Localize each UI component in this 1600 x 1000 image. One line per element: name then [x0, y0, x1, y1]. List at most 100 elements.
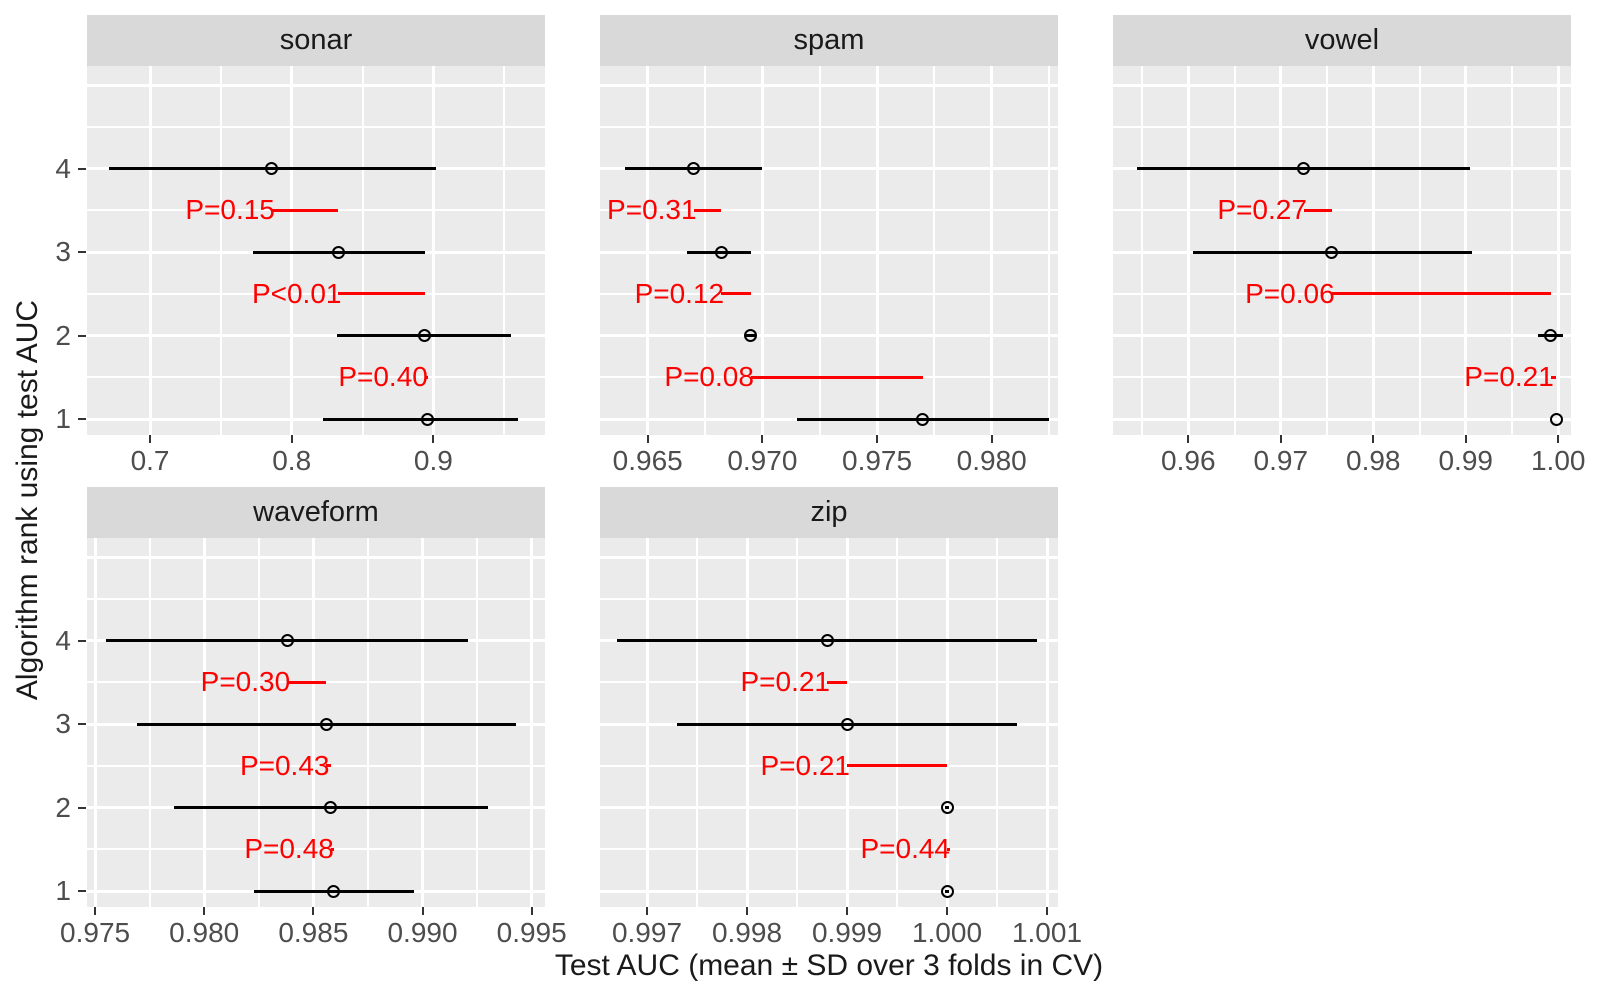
gridline-major	[600, 250, 1058, 254]
x-tick-label: 0.980	[956, 445, 1027, 476]
mean-point-rank3	[331, 245, 345, 259]
pvalue-label: P=0.21	[1464, 361, 1554, 393]
x-tick	[646, 907, 648, 915]
gridline-minor	[148, 538, 151, 907]
mean-point-rank1	[326, 884, 340, 898]
x-tick	[149, 435, 152, 443]
x-axis-title: Test AUC (mean ± SD over 3 folds in CV)	[554, 949, 1104, 982]
gridline-minor	[503, 66, 506, 435]
gridline-major	[875, 66, 879, 435]
gridline-minor	[87, 125, 545, 128]
gridline-minor	[704, 66, 707, 435]
mean-point-rank2	[744, 329, 758, 343]
pvalue-label: P=0.40	[338, 361, 428, 393]
x-tick	[846, 907, 848, 915]
mean-point-rank4	[687, 162, 701, 176]
gridline-minor	[796, 538, 798, 907]
x-tick-label: 0.98	[1346, 445, 1401, 476]
pvalue-label: P=0.06	[1245, 277, 1335, 309]
mean-point-rank3	[1325, 245, 1339, 259]
gridline-minor	[1510, 66, 1513, 435]
x-tick-label: 0.995	[496, 917, 567, 948]
x-tick-label: 0.997	[611, 917, 683, 948]
gridline-major	[93, 538, 97, 907]
gridline-minor	[600, 292, 1058, 295]
x-tick-label: 0.7	[130, 445, 170, 476]
mean-point-rank4	[265, 162, 279, 176]
y-tick-label: 1	[55, 875, 71, 907]
x-tick	[646, 435, 649, 443]
gridline-minor	[1113, 376, 1571, 379]
pvalue-label: P=0.31	[607, 194, 697, 226]
gridline-major	[1113, 417, 1571, 421]
mean-point-rank1	[1549, 412, 1563, 426]
y-tick-label: 1	[55, 403, 71, 435]
pvalue-label: P=0.21	[740, 666, 830, 698]
gridline-major	[290, 66, 294, 435]
y-tick	[78, 251, 86, 254]
gridline-major	[202, 538, 206, 907]
y-tick	[78, 334, 86, 337]
gridline-minor	[87, 848, 545, 851]
gridline-major	[87, 417, 545, 421]
mean-point-rank4	[280, 634, 294, 648]
gridline-minor	[696, 538, 698, 907]
y-tick-label: 4	[55, 152, 71, 184]
gridline-major	[600, 806, 1058, 810]
facet-title: vowel	[1304, 24, 1380, 56]
x-tick	[990, 435, 993, 443]
facet-title: waveform	[253, 496, 379, 528]
pvalue-label: P<0.01	[251, 277, 342, 309]
gridline-major	[600, 83, 1058, 87]
mean-point-rank2	[940, 801, 954, 815]
gridline-minor	[896, 538, 898, 907]
gridline-major	[1371, 66, 1375, 435]
x-tick-label: 1.001	[1011, 917, 1083, 948]
pvalue-label: P=0.15	[185, 194, 275, 226]
pvalue-segment	[326, 764, 331, 768]
gridline-major	[1279, 66, 1283, 435]
mean-point-rank3	[319, 717, 333, 731]
gridline-major	[600, 889, 1058, 893]
x-tick-label: 0.965	[612, 445, 683, 476]
gridline-major	[600, 167, 1058, 171]
mean-point-rank2	[418, 329, 432, 343]
y-tick	[78, 639, 86, 642]
gridline-minor	[1113, 209, 1571, 212]
gridline-minor	[87, 764, 545, 767]
gridline-major	[148, 66, 152, 435]
gridline-major	[600, 334, 1058, 338]
facet-panel-zip: P=0.21 P=0.21 P=0.44	[600, 538, 1058, 907]
facet-title: spam	[793, 24, 865, 56]
errorbar-rank1	[322, 417, 519, 421]
gridline-major	[1113, 334, 1571, 338]
gridline-minor	[366, 538, 369, 907]
pvalue-segment	[1303, 208, 1332, 212]
x-tick-label: 0.975	[842, 445, 913, 476]
pvalue-segment	[1331, 292, 1551, 296]
facet-title: zip	[810, 496, 848, 528]
x-tick-label: 0.985	[278, 917, 349, 948]
facet-strip-vowel: vowel	[1113, 15, 1571, 66]
y-tick	[78, 167, 86, 170]
gridline-major	[646, 66, 650, 435]
gridline-major	[645, 538, 649, 907]
x-tick-label: 0.9	[413, 445, 453, 476]
y-tick-label: 2	[55, 791, 71, 823]
x-tick-label: 1.00	[1530, 445, 1586, 476]
y-tick-label: 2	[55, 319, 71, 351]
gridline-major	[990, 66, 994, 435]
x-tick	[530, 907, 533, 915]
pvalue-label: P=0.30	[200, 666, 291, 698]
x-tick	[1372, 435, 1375, 443]
pvalue-segment	[424, 375, 428, 379]
x-tick-label: 0.970	[727, 445, 798, 476]
gridline-major	[760, 66, 764, 435]
x-tick	[876, 435, 879, 443]
gridline-major	[421, 538, 425, 907]
x-tick	[421, 907, 424, 915]
gridline-major	[87, 555, 545, 559]
x-tick	[94, 907, 97, 915]
x-tick-label: 0.999	[811, 917, 883, 948]
